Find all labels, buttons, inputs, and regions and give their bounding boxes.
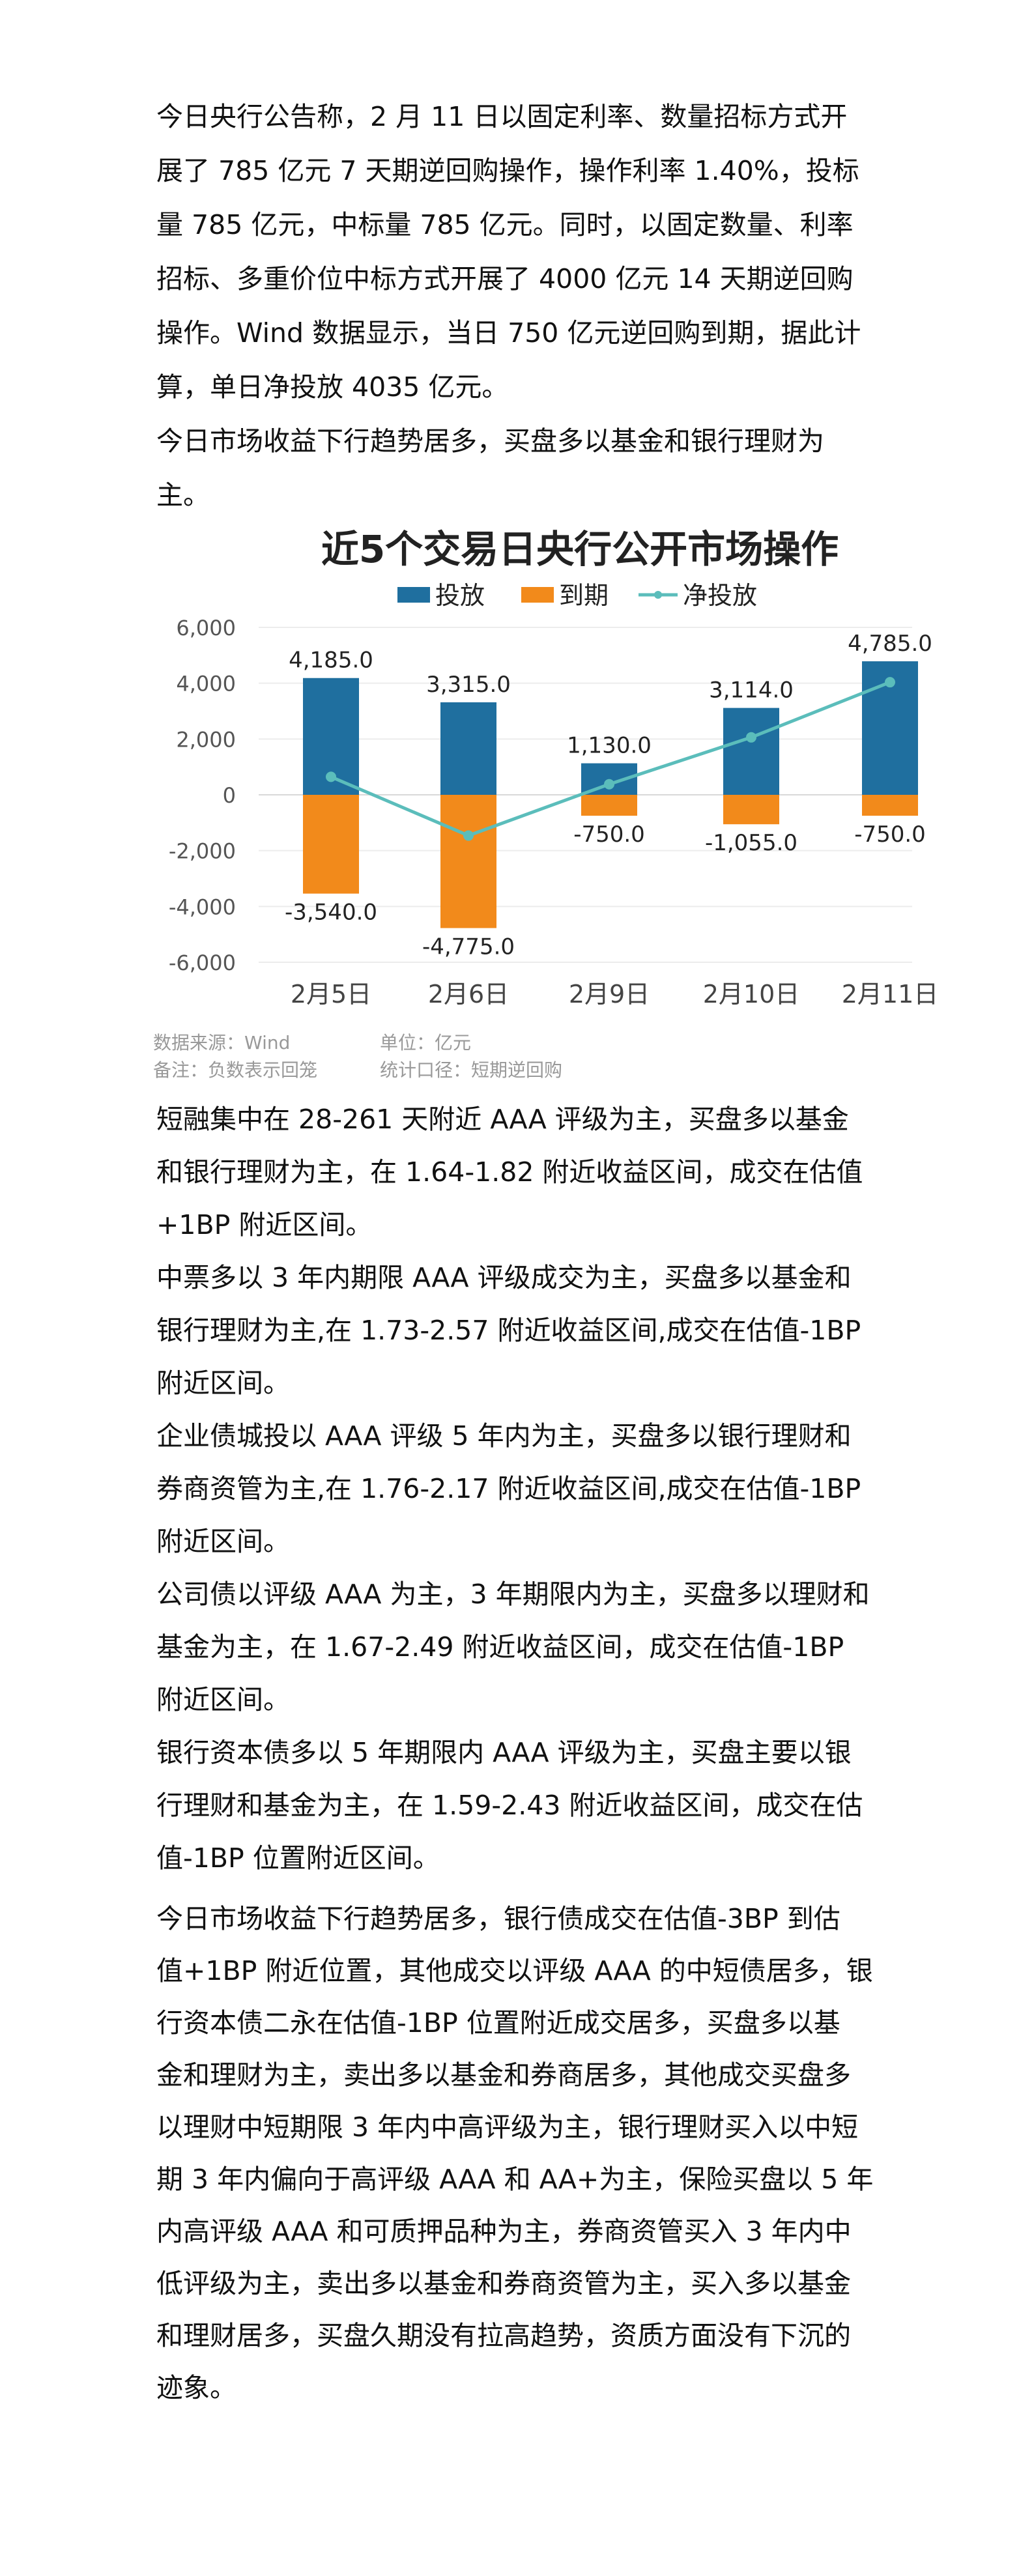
legend-label: 到期 bbox=[559, 581, 609, 610]
paragraph-line: 基金为主，在 1.67-2.49 附近收益区间，成交在估值-1BP bbox=[156, 1631, 844, 1663]
data-label: 4,785.0 bbox=[848, 631, 932, 657]
chart-title: 近5个交易日央行公开市场操作 bbox=[321, 527, 839, 571]
x-tick-label: 2月11日 bbox=[842, 980, 939, 1009]
paragraph-line: 展了 785 亿元 7 天期逆回购操作，操作利率 1.40%，投标 bbox=[156, 155, 859, 186]
paragraph-line: 值+1BP 附近位置，其他成交以评级 AAA 的中短债居多，银 bbox=[156, 1955, 873, 1986]
chart-footnote: 备注：负数表示回笼 bbox=[153, 1059, 317, 1081]
chart-footnote: 统计口径：短期逆回购 bbox=[380, 1059, 562, 1081]
paragraph-line: 今日市场收益下行趋势居多，银行债成交在估值-3BP 到估 bbox=[156, 1903, 840, 1934]
paragraph: 银行资本债多以 5 年期限内 AAA 评级为主，买盘主要以银 行理财和基金为主，在… bbox=[156, 1726, 863, 1885]
paragraph-line: 和银行理财为主，在 1.64-1.82 附近收益区间，成交在估值 bbox=[156, 1156, 863, 1188]
data-label: -3,540.0 bbox=[285, 900, 377, 926]
paragraph-line: 期 3 年内偏向于高评级 AAA 和 AA+为主，保险买盘以 5 年 bbox=[156, 2164, 874, 2195]
paragraph-line: 短融集中在 28-261 天附近 AAA 评级为主，买盘多以基金 bbox=[156, 1104, 849, 1135]
paragraph: 企业债城投以 AAA 评级 5 年内为主，买盘多以银行理财和 券商资管为主,在 1… bbox=[156, 1410, 861, 1568]
data-label: 3,315.0 bbox=[426, 672, 511, 698]
bar-injection bbox=[440, 702, 496, 795]
legend-marker bbox=[654, 591, 662, 599]
paragraph-line: 和理财居多，买盘久期没有拉高趋势，资质方面没有下沉的 bbox=[156, 2320, 851, 2351]
paragraph-line: 中票多以 3 年内期限 AAA 评级成交为主，买盘多以基金和 bbox=[156, 1262, 852, 1293]
bar-maturity bbox=[303, 795, 359, 894]
paragraph-line: 金和理财为主，卖出多以基金和券商居多，其他成交买盘多 bbox=[156, 2059, 851, 2091]
y-tick-label: 6,000 bbox=[176, 616, 236, 640]
paragraph-line: 附近区间。 bbox=[156, 1684, 290, 1715]
paragraph-line: 附近区间。 bbox=[156, 1367, 290, 1399]
paragraph-line: 行资本债二永在估值-1BP 位置附近成交居多，买盘多以基 bbox=[156, 2007, 840, 2039]
paragraph-line: 主。 bbox=[156, 479, 210, 511]
y-tick-label: 2,000 bbox=[176, 727, 236, 752]
data-label: -750.0 bbox=[854, 822, 926, 848]
paragraph-line: +1BP 附近区间。 bbox=[156, 1209, 373, 1240]
legend-label: 投放 bbox=[435, 581, 485, 610]
y-tick-label: 4,000 bbox=[176, 672, 236, 696]
bar-maturity bbox=[440, 795, 496, 928]
y-tick-label: 0 bbox=[223, 783, 236, 808]
legend-swatch bbox=[521, 587, 554, 603]
data-label: -4,775.0 bbox=[422, 934, 515, 960]
paragraph: 公司债以评级 AAA 为主，3 年期限内为主，买盘多以理财和 基金为主，在 1.6… bbox=[156, 1568, 870, 1726]
paragraph-line: 内高评级 AAA 和可质押品种为主，券商资管买入 3 年内中 bbox=[156, 2216, 852, 2247]
data-label: -750.0 bbox=[573, 822, 645, 848]
paragraph: 短融集中在 28-261 天附近 AAA 评级为主，买盘多以基金 和银行理财为主，… bbox=[156, 1093, 863, 1252]
paragraph-line: 量 785 亿元，中标量 785 亿元。同时，以固定数量、利率 bbox=[156, 209, 854, 240]
net-injection-point bbox=[463, 830, 474, 841]
chart-footnote: 数据来源：Wind bbox=[153, 1032, 290, 1053]
paragraph-line: 今日央行公告称，2 月 11 日以固定利率、数量招标方式开 bbox=[156, 101, 848, 132]
x-tick-label: 2月6日 bbox=[428, 980, 509, 1009]
paragraph-line: 行理财和基金为主，在 1.59-2.43 附近收益区间，成交在估 bbox=[156, 1790, 863, 1821]
chart-footnote: 单位：亿元 bbox=[380, 1032, 471, 1053]
net-injection-point bbox=[326, 771, 336, 782]
paragraph: 今日市场收益下行趋势居多，买盘多以基金和银行理财为 主。 bbox=[156, 414, 824, 522]
paragraph-line: 银行理财为主,在 1.73-2.57 附近收益区间,成交在估值-1BP bbox=[156, 1315, 861, 1346]
x-tick-label: 2月10日 bbox=[703, 980, 800, 1009]
paragraph-line: 低评级为主，卖出多以基金和券商资管为主，买入多以基金 bbox=[156, 2268, 851, 2299]
bar-maturity bbox=[581, 795, 637, 816]
paragraph-line: 券商资管为主,在 1.76-2.17 附近收益区间,成交在估值-1BP bbox=[156, 1473, 861, 1504]
bar-maturity bbox=[862, 795, 918, 816]
paragraph-line: 企业债城投以 AAA 评级 5 年内为主，买盘多以银行理财和 bbox=[156, 1420, 852, 1452]
y-tick-label: -4,000 bbox=[169, 894, 236, 919]
legend-swatch bbox=[397, 587, 430, 603]
data-label: 3,114.0 bbox=[709, 678, 794, 704]
data-label: -1,055.0 bbox=[705, 830, 797, 856]
x-tick-label: 2月9日 bbox=[569, 980, 650, 1009]
paragraph: 今日央行公告称，2 月 11 日以固定利率、数量招标方式开 展了 785 亿元 7… bbox=[156, 90, 861, 414]
paragraph-line: 附近区间。 bbox=[156, 1526, 290, 1557]
paragraph: 今日市场收益下行趋势居多，银行债成交在估值-3BP 到估值+1BP 附近位置，其… bbox=[156, 1893, 873, 2414]
paragraph-line: 值-1BP 位置附近区间。 bbox=[156, 1842, 440, 1874]
bar-injection bbox=[723, 708, 779, 795]
paragraph-line: 招标、多重价位中标方式开展了 4000 亿元 14 天期逆回购 bbox=[156, 263, 854, 294]
net-injection-point bbox=[885, 677, 895, 688]
paragraph-line: 以理财中短期限 3 年内中高评级为主，银行理财买入以中短 bbox=[156, 2111, 859, 2143]
paragraph-line: 操作。Wind 数据显示，当日 750 亿元逆回购到期，据此计 bbox=[156, 317, 861, 349]
legend-label: 净投放 bbox=[683, 581, 757, 610]
x-tick-label: 2月5日 bbox=[291, 980, 371, 1009]
paragraph-line: 迹象。 bbox=[156, 2372, 237, 2403]
bar-maturity bbox=[723, 795, 779, 825]
net-injection-point bbox=[604, 779, 614, 790]
paragraph: 中票多以 3 年内期限 AAA 评级成交为主，买盘多以基金和 银行理财为主,在 1… bbox=[156, 1252, 861, 1410]
paragraph-line: 公司债以评级 AAA 为主，3 年期限内为主，买盘多以理财和 bbox=[156, 1579, 870, 1610]
paragraph-line: 算，单日净投放 4035 亿元。 bbox=[156, 371, 509, 403]
data-label: 4,185.0 bbox=[289, 648, 373, 674]
paragraph-line: 银行资本债多以 5 年期限内 AAA 评级为主，买盘主要以银 bbox=[156, 1737, 852, 1768]
data-label: 1,130.0 bbox=[567, 733, 652, 759]
net-injection-point bbox=[746, 732, 756, 743]
paragraph-line: 今日市场收益下行趋势居多，买盘多以基金和银行理财为 bbox=[156, 425, 824, 457]
y-tick-label: -6,000 bbox=[169, 951, 236, 975]
y-tick-label: -2,000 bbox=[169, 839, 236, 864]
